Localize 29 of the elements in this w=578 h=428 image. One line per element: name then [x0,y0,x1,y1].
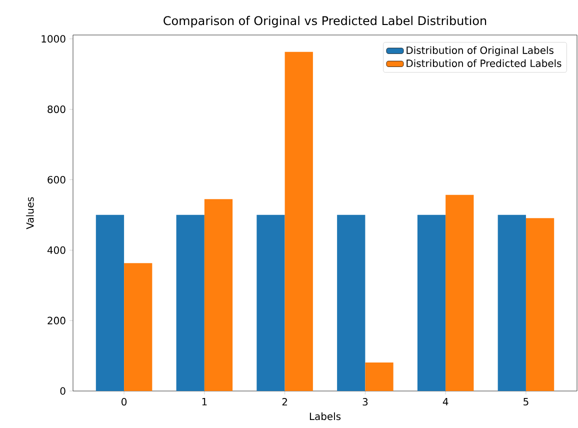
x-axis-title: Labels [310,412,341,420]
bar [498,214,526,391]
bar [365,362,394,391]
bar [176,214,204,391]
y-tick-label: 800 [48,106,66,114]
bar [417,214,446,391]
bar [526,218,554,391]
bar [96,214,124,391]
chart-title: Comparison of Original vs Predicted Label Distribution [164,16,486,28]
bar [124,263,152,391]
x-tick-label: 3 [362,398,368,406]
x-tick-label: 1 [202,398,207,406]
bar [204,199,233,391]
legend-label: Distribution of Original Labels [406,46,554,56]
bar [337,214,366,391]
y-tick-label: 200 [48,316,66,324]
bar [256,214,285,391]
bar [284,52,313,391]
y-axis-title: Values [26,197,34,230]
legend-label: Distribution of Predicted Labels [406,59,562,68]
bar [446,194,474,391]
y-tick-label: 0 [60,387,66,395]
x-tick-label: 5 [524,398,528,406]
x-tick-label: 4 [442,398,448,406]
y-tick-label: 400 [47,246,66,254]
y-tick-label: 1000 [42,35,66,43]
x-tick-label: 2 [282,398,287,406]
x-tick-label: 0 [122,398,127,406]
y-tick-label: 600 [48,176,66,184]
